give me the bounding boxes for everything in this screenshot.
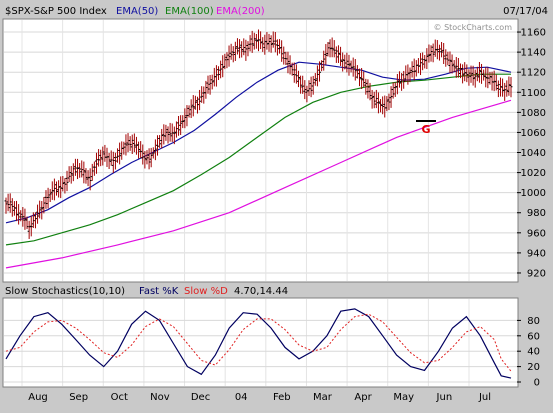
price-tick-label: 1000 — [521, 188, 546, 199]
month-label: Jun — [436, 392, 453, 403]
slowd-line — [5, 313, 512, 372]
month-label: Sep — [69, 392, 88, 403]
month-label: Dec — [191, 392, 210, 403]
price-tick-label: 980 — [527, 208, 546, 219]
month-label: Aug — [28, 392, 48, 403]
fastk-legend: Fast %K — [139, 286, 179, 297]
ema50-legend: EMA(50) — [116, 6, 158, 17]
watermark: © StockCharts.com — [434, 23, 513, 32]
ema-line-2 — [5, 73, 511, 246]
month-label: Apr — [354, 392, 372, 403]
fastk-line — [5, 308, 512, 379]
ema200-legend: EMA(200) — [216, 6, 265, 17]
x-axis: Aug Sep Oct Nov Dec 04 Feb Mar Apr May Jun Jul — [28, 392, 491, 403]
price-tick-label: 1140 — [521, 48, 546, 59]
month-label: May — [393, 392, 414, 403]
stoch-axis: 0 20 40 60 80 — [517, 316, 540, 389]
price-tick-label: 1160 — [521, 28, 546, 39]
ema-line-3 — [5, 99, 512, 269]
month-label: 04 — [235, 392, 248, 403]
stoch-tick-label: 40 — [527, 347, 540, 358]
month-label: Mar — [313, 392, 333, 403]
ema100-legend: EMA(100) — [165, 6, 214, 17]
price-tick-label: 1100 — [521, 88, 546, 99]
price-tick-label: 960 — [527, 228, 546, 239]
stoch-grid — [4, 299, 517, 386]
month-label: Feb — [273, 392, 291, 403]
stoch-panel — [2, 297, 519, 388]
price-bars — [4, 29, 513, 239]
stoch-tick-label: 60 — [527, 331, 540, 342]
price-axis: 920 940 960 980 1000 1020 1040 1060 1080 1100 1120… — [517, 28, 546, 279]
month-label: Oct — [111, 392, 128, 403]
symbol-label: $SPX-S&P 500 Index — [5, 6, 107, 17]
month-label: Jul — [478, 392, 491, 403]
price-tick-label: 1060 — [521, 128, 546, 139]
stoch-lines — [5, 308, 512, 379]
chart-date: 07/17/04 — [503, 6, 548, 17]
stoch-name: Slow Stochastics(10,10) — [5, 286, 125, 297]
price-tick-label: 1080 — [521, 108, 546, 119]
slowd-legend: Slow %D — [184, 286, 228, 297]
price-tick-label: 940 — [527, 248, 546, 259]
stoch-tick-label: 0 — [534, 378, 540, 389]
price-panel — [2, 18, 519, 283]
price-tick-label: 920 — [527, 268, 546, 279]
month-label: Nov — [150, 392, 170, 403]
annotation-label: G — [421, 123, 430, 136]
price-tick-label: 1040 — [521, 148, 546, 159]
stoch-tick-label: 20 — [527, 362, 540, 373]
price-tick-label: 1020 — [521, 168, 546, 179]
stoch-tick-label: 80 — [527, 316, 540, 327]
price-tick-label: 1120 — [521, 68, 546, 79]
stoch-values: 4.70,14.44 — [234, 286, 288, 297]
